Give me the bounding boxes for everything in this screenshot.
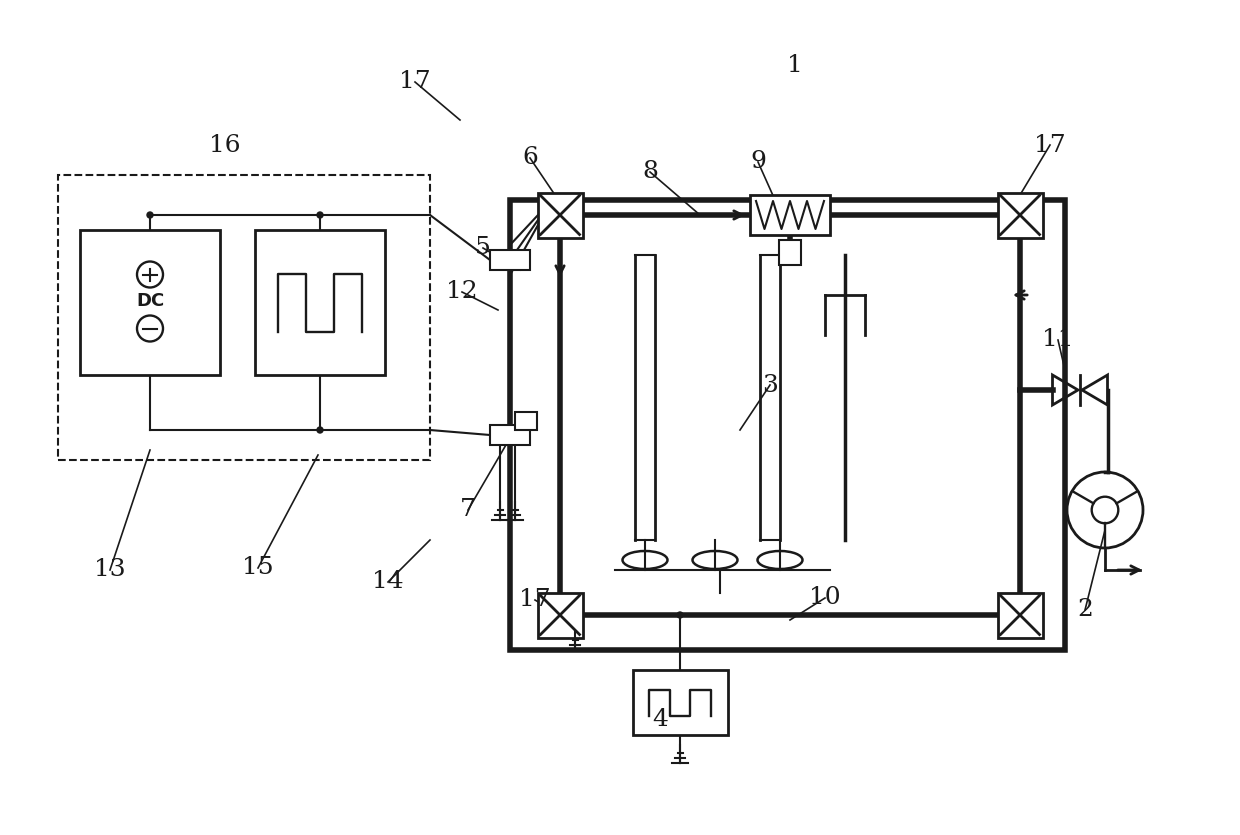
Text: 7: 7 xyxy=(460,498,476,522)
Text: 14: 14 xyxy=(372,570,404,594)
Bar xyxy=(997,193,1043,237)
Text: 9: 9 xyxy=(750,150,766,174)
Text: 11: 11 xyxy=(1043,328,1074,352)
Text: 12: 12 xyxy=(446,281,477,303)
Bar xyxy=(58,175,430,460)
Text: 4: 4 xyxy=(652,709,668,731)
Text: 17: 17 xyxy=(1034,134,1066,156)
Text: 1: 1 xyxy=(787,53,802,77)
Text: DC: DC xyxy=(136,291,164,310)
Bar xyxy=(779,240,801,265)
Text: 5: 5 xyxy=(475,236,491,260)
Bar xyxy=(537,193,583,237)
Bar xyxy=(632,670,728,735)
Circle shape xyxy=(148,212,153,218)
Bar xyxy=(510,200,1065,650)
Text: 3: 3 xyxy=(763,373,777,397)
Text: 13: 13 xyxy=(94,559,125,581)
Text: 6: 6 xyxy=(522,146,538,170)
Text: 17: 17 xyxy=(399,70,430,94)
Bar xyxy=(997,593,1043,637)
Bar xyxy=(81,230,219,375)
Bar xyxy=(537,593,583,637)
Bar xyxy=(515,412,537,430)
Text: 10: 10 xyxy=(810,586,841,610)
Text: 17: 17 xyxy=(520,589,551,611)
Text: 2: 2 xyxy=(1078,599,1092,621)
Bar xyxy=(750,195,830,235)
Circle shape xyxy=(677,612,683,618)
Bar xyxy=(490,250,529,270)
Circle shape xyxy=(317,427,322,433)
Circle shape xyxy=(317,212,322,218)
Bar xyxy=(255,230,384,375)
Text: 8: 8 xyxy=(642,160,658,184)
Text: 16: 16 xyxy=(210,134,241,156)
Bar xyxy=(490,425,529,445)
Text: 15: 15 xyxy=(242,556,274,579)
